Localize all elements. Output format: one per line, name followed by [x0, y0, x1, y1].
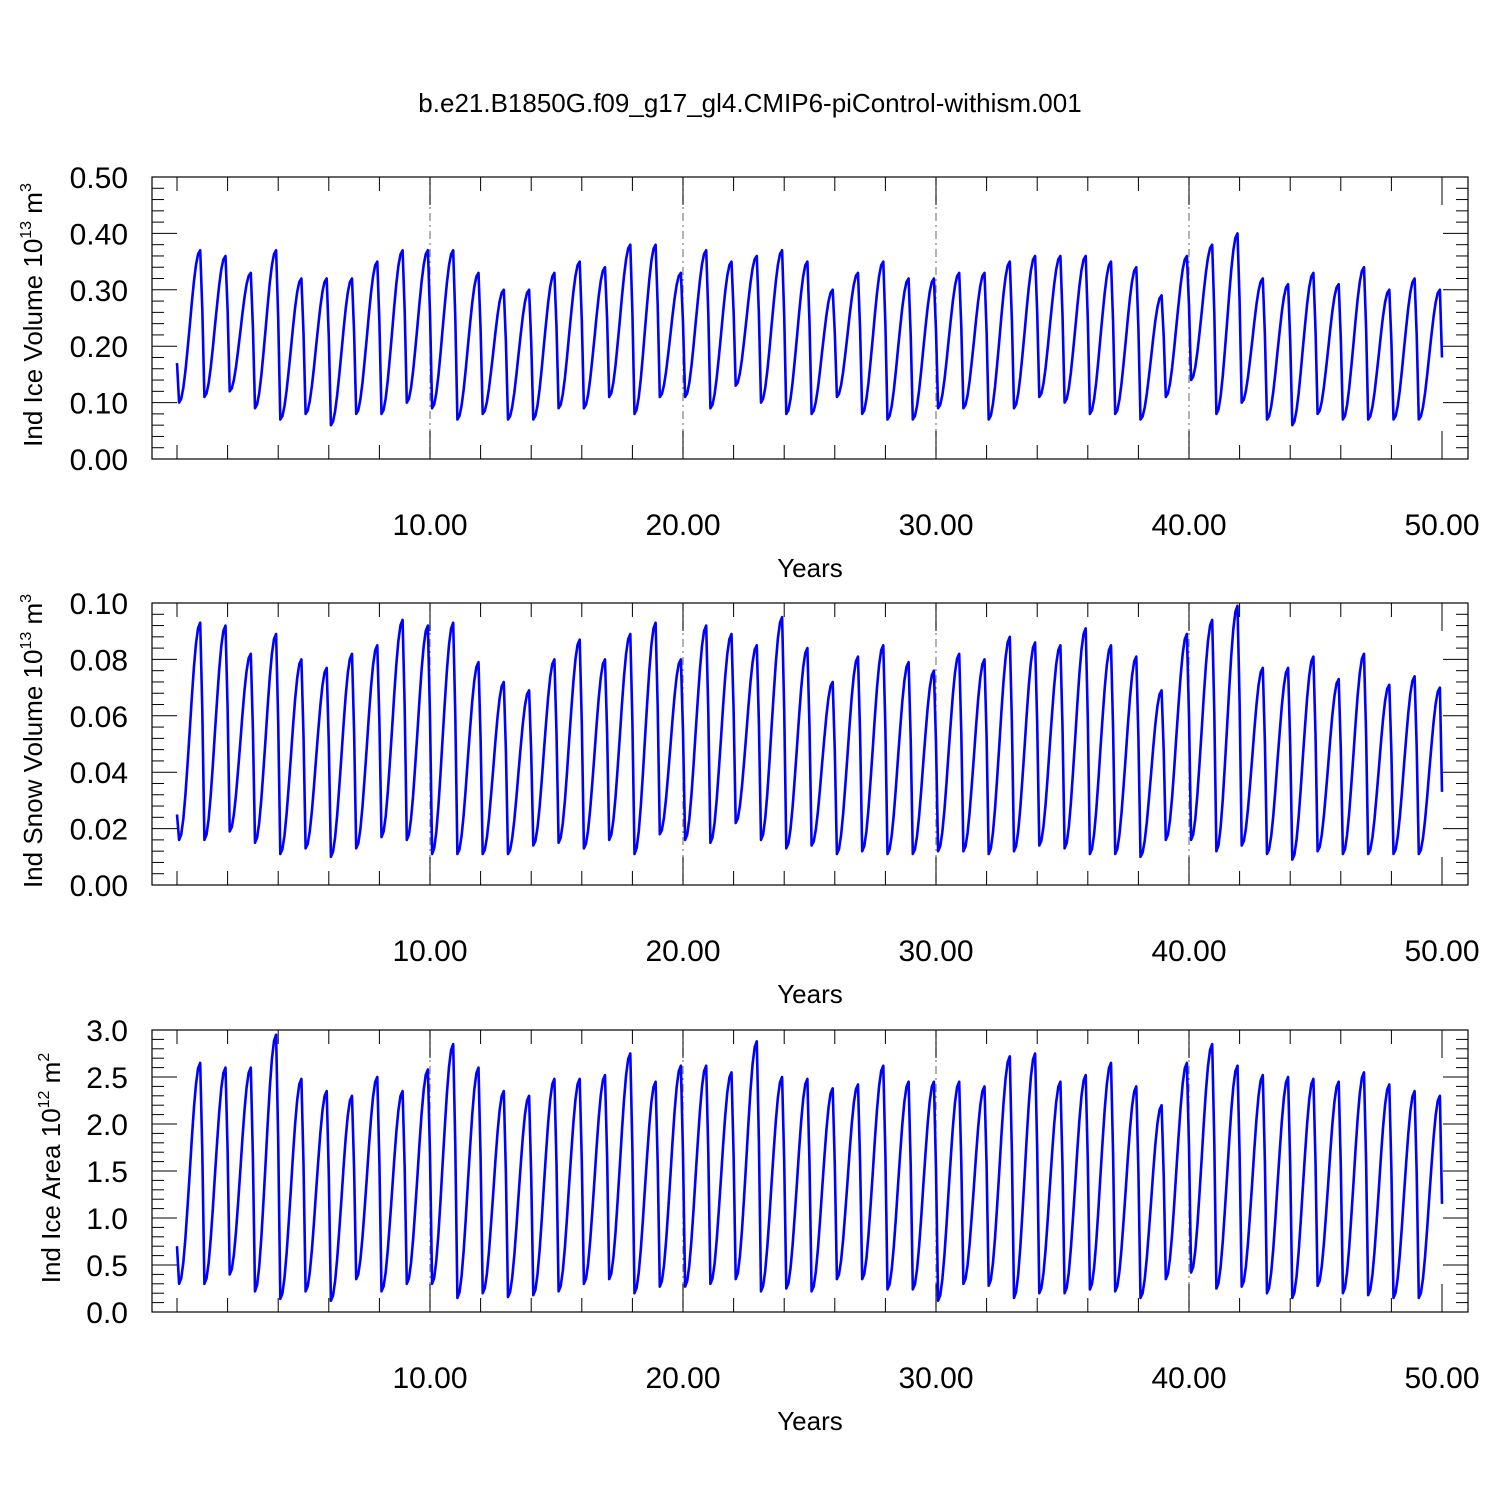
x-tick-label: 30.00 — [898, 509, 973, 542]
x-tick-label: 10.00 — [392, 935, 467, 968]
x-tick-label: 20.00 — [645, 1362, 720, 1395]
x-tick-label: 50.00 — [1404, 509, 1479, 542]
y-axis-title-superscript: 13 — [18, 632, 35, 650]
y-axis-title-text: m — [18, 192, 48, 221]
plot-frame — [151, 176, 1469, 460]
x-tick-label: 10.00 — [392, 509, 467, 542]
y-tick-label: 0.0 — [86, 1297, 128, 1330]
x-tick-label: 10.00 — [392, 1362, 467, 1395]
x-tick-label: 20.00 — [645, 935, 720, 968]
y-tick-label: 0.20 — [70, 331, 128, 364]
x-axis-title: Years — [777, 979, 843, 1009]
y-axis-title-text: Ind Snow Volume 10 — [18, 650, 48, 889]
y-axis-title-text: Ind Ice Area 10 — [36, 1108, 66, 1283]
panel-ice-area: 0.0 0.5 1.0 1.5 2.0 2.5 3.0 10.00 20.00 30.00 40.0… — [36, 1015, 1480, 1436]
y-tick-label: 3.0 — [86, 1015, 128, 1048]
x-axis-title: Years — [777, 553, 843, 583]
series-line-snow-volume — [175, 604, 1444, 861]
y-axis-title: Ind Ice Volume 1013 m3 — [18, 183, 48, 447]
y-tick-label: 1.5 — [86, 1156, 128, 1189]
y-axis-title-superscript: 13 — [18, 221, 35, 239]
x-tick-label: 50.00 — [1404, 1362, 1479, 1395]
y-tick-label: 0.30 — [70, 275, 128, 308]
y-axis-title-superscript: 2 — [36, 1053, 53, 1062]
y-tick-label: 0.08 — [70, 644, 128, 677]
x-tick-label: 40.00 — [1151, 1362, 1226, 1395]
y-tick-label: 0.50 — [70, 162, 128, 195]
x-tick-label: 30.00 — [898, 935, 973, 968]
x-tick-label: 40.00 — [1151, 509, 1226, 542]
y-axis-title: Ind Snow Volume 1013 m3 — [18, 594, 48, 888]
y-tick-label: 0.02 — [70, 814, 128, 847]
y-axis-title-text: Ind Ice Volume 10 — [18, 239, 48, 447]
y-tick-label: 1.0 — [86, 1203, 128, 1236]
y-tick-label: 0.10 — [70, 388, 128, 421]
y-axis-title-superscript: 3 — [18, 183, 35, 192]
series-line-ice-area — [175, 1033, 1444, 1302]
y-tick-label: 0.10 — [70, 588, 128, 621]
y-tick-label: 0.04 — [70, 757, 128, 790]
panel-snow-volume: 0.00 0.02 0.04 0.06 0.08 0.10 10.00 20.00 30.00 4… — [18, 588, 1480, 1009]
y-tick-label: 0.40 — [70, 218, 128, 251]
x-tick-label: 50.00 — [1404, 935, 1479, 968]
y-tick-label: 0.06 — [70, 701, 128, 734]
panel-ice-volume: 0.00 0.10 0.20 0.30 0.40 0.50 10.00 20.00 30.00 4… — [18, 162, 1480, 583]
x-tick-label: 30.00 — [898, 1362, 973, 1395]
y-tick-label: 2.5 — [86, 1062, 128, 1095]
y-axis-title-superscript: 12 — [36, 1090, 53, 1108]
y-axis-title: Ind Ice Area 1012 m2 — [36, 1053, 66, 1284]
x-axis-title: Years — [777, 1406, 843, 1436]
y-axis-title-text: m — [18, 603, 48, 632]
figure-title: b.e21.B1850G.f09_g17_gl4.CMIP6-piControl… — [418, 88, 1081, 118]
y-tick-label: 0.00 — [70, 870, 128, 903]
y-tick-label: 0.5 — [86, 1250, 128, 1283]
y-tick-label: 2.0 — [86, 1109, 128, 1142]
y-axis-title-superscript: 3 — [18, 594, 35, 603]
x-tick-label: 40.00 — [1151, 935, 1226, 968]
x-tick-label: 20.00 — [645, 509, 720, 542]
plot-frame — [151, 602, 1469, 886]
series-line-ice-volume — [175, 232, 1444, 427]
y-axis-title-text: m — [36, 1062, 66, 1091]
y-tick-label: 0.00 — [70, 444, 128, 477]
